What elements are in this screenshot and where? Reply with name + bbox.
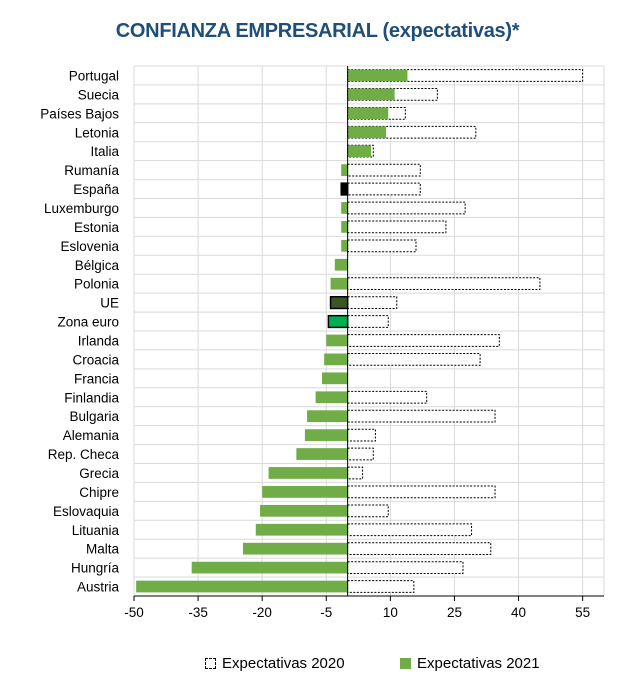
bar-2021: [347, 126, 387, 139]
category-label: Zona euro: [57, 315, 119, 330]
bar-2020: [347, 390, 428, 404]
bar-2020: [347, 163, 421, 177]
bar-2020: [347, 220, 447, 234]
category-label: Italia: [90, 144, 119, 159]
bar-2020: [347, 409, 496, 423]
bar-2021: [296, 448, 348, 460]
category-label: Malta: [86, 542, 120, 557]
category-label: Portugal: [69, 68, 119, 83]
bar-2021: [334, 258, 348, 271]
x-tick-label: -5: [320, 605, 332, 620]
legend-swatch-2021: [400, 658, 411, 669]
bar-2020: [347, 542, 492, 556]
category-label: Hungría: [71, 561, 120, 576]
bar-2021: [191, 561, 348, 574]
bar-2021: [329, 295, 349, 310]
bar-2021: [307, 410, 348, 423]
bar-2021: [330, 277, 348, 290]
category-label: Eslovaquia: [53, 504, 120, 519]
category-label: Grecia: [79, 466, 119, 481]
bar-2021: [315, 391, 348, 404]
category-label: Luxemburgo: [44, 201, 119, 216]
bar-2020: [347, 239, 417, 253]
legend-label-2021: Expectativas 2021: [417, 655, 540, 672]
category-label: Letonia: [75, 125, 120, 140]
legend-item-2021: Expectativas 2021: [400, 655, 540, 672]
x-tick-label: 40: [511, 605, 526, 620]
bar-2021: [136, 580, 348, 593]
bar-2020: [347, 277, 541, 291]
bar-2020: [347, 523, 473, 537]
category-label: Chipre: [79, 485, 119, 500]
category-label: España: [73, 182, 119, 197]
category-label: Finlandia: [64, 390, 119, 405]
x-tick-label: -35: [188, 605, 208, 620]
category-label: Irlanda: [78, 333, 120, 348]
bar-2021: [341, 202, 348, 214]
bar-2020: [347, 447, 374, 461]
bar-2020: [347, 353, 481, 366]
category-label: Suecia: [78, 87, 120, 102]
category-label: Rep. Checa: [48, 447, 120, 462]
bar-2021: [327, 314, 349, 329]
bar-2021: [341, 164, 348, 176]
category-label: Eslovenia: [60, 239, 119, 254]
x-tick-label: -20: [252, 605, 272, 620]
category-label: Países Bajos: [40, 106, 119, 121]
bar-2021: [255, 523, 348, 536]
bar-2020: [347, 428, 376, 442]
bar-2021: [341, 239, 348, 252]
bar-2020: [347, 201, 466, 215]
bar-2021: [347, 107, 389, 120]
bar-2020: [347, 182, 421, 196]
bar-2020: [347, 466, 364, 480]
legend-swatch-2020: [205, 658, 216, 669]
bar-2021: [340, 182, 349, 196]
bar-2021: [324, 353, 348, 366]
bar-2021: [304, 429, 348, 441]
category-label: UE: [100, 296, 119, 311]
x-tick-label: -50: [124, 605, 144, 620]
category-label: Lituania: [72, 523, 120, 538]
bar-2020: [347, 485, 496, 499]
category-label: Alemania: [63, 428, 120, 443]
bar-2021: [322, 372, 348, 385]
bar-2020: [347, 561, 464, 574]
bar-2021: [262, 486, 348, 498]
legend-label-2020: Expectativas 2020: [222, 655, 345, 672]
bar-2021: [347, 145, 372, 158]
x-tick-label: 25: [447, 605, 462, 620]
bar-2020: [347, 580, 415, 593]
bar-2021: [268, 467, 348, 479]
bar-2021: [326, 334, 348, 347]
chart-title: CONFIANZA EMPRESARIAL (expectativas)*: [115, 20, 520, 42]
bar-2020: [347, 315, 389, 328]
bar-2021: [260, 504, 348, 517]
bar-2020: [347, 296, 398, 309]
category-label: Austria: [77, 580, 120, 595]
category-label: Bélgica: [75, 258, 120, 273]
category-label: Croacia: [72, 352, 119, 367]
chart-legend: Expectativas 2020 Expectativas 2021: [0, 655, 635, 679]
bar-2021: [347, 69, 408, 82]
x-tick-label: 10: [383, 605, 398, 620]
x-tick-label: 55: [575, 605, 590, 620]
category-label: Polonia: [74, 277, 120, 292]
bar-2021: [347, 88, 395, 101]
category-label: Bulgaria: [69, 409, 119, 424]
bar-2021: [242, 542, 348, 555]
bar-2021: [341, 221, 348, 233]
legend-item-2020: Expectativas 2020: [205, 655, 345, 672]
category-label: Francia: [74, 371, 120, 386]
category-label: Rumanía: [64, 163, 119, 178]
bar-2020: [347, 334, 500, 347]
bar-2020: [347, 504, 389, 518]
category-label: Estonia: [74, 220, 120, 235]
